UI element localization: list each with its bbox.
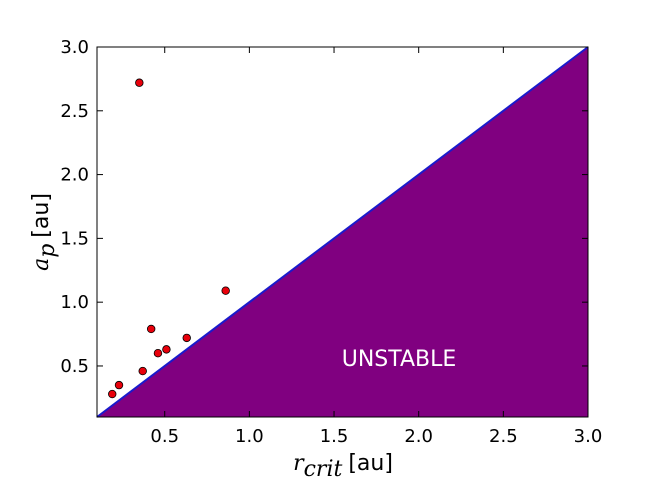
- data-point: [221, 286, 230, 295]
- stability-boundary-line: [96, 46, 589, 418]
- data-point: [108, 389, 117, 399]
- x-tick-label: 0.5: [150, 426, 179, 447]
- y-tick-label: 2.0: [60, 165, 89, 186]
- x-tick-label: 2.0: [404, 426, 433, 447]
- data-point: [182, 333, 191, 343]
- plot-area: [96, 46, 589, 418]
- data-point: [135, 78, 144, 87]
- data-point: [146, 324, 156, 334]
- x-tick-label: 1.0: [235, 426, 264, 447]
- y-axis-label: ap[au]: [29, 193, 60, 271]
- y-tick-label: 1.5: [60, 228, 89, 249]
- unstable-region-label: UNSTABLE: [342, 347, 457, 372]
- x-axis-label: rcrit [au]: [293, 451, 393, 482]
- y-tick-label: 1.0: [60, 292, 89, 313]
- y-axis-ticks: 0.5 1.0 1.5 2.0 2.5 3.0: [60, 37, 588, 377]
- y-tick-label: 2.5: [60, 101, 89, 122]
- x-tick-label: 2.5: [489, 426, 518, 447]
- plot-frame: [96, 46, 589, 418]
- x-axis-ticks: 0.5 1.0 1.5 2.0 2.5 3.0: [150, 47, 602, 447]
- x-tick-label: 3.0: [574, 426, 603, 447]
- y-tick-label: 0.5: [60, 356, 89, 377]
- data-point: [162, 345, 171, 354]
- y-tick-label: 3.0: [60, 37, 89, 58]
- data-point: [153, 349, 163, 358]
- data-point: [114, 380, 124, 390]
- data-point: [138, 366, 147, 376]
- x-tick-label: 1.5: [320, 426, 349, 447]
